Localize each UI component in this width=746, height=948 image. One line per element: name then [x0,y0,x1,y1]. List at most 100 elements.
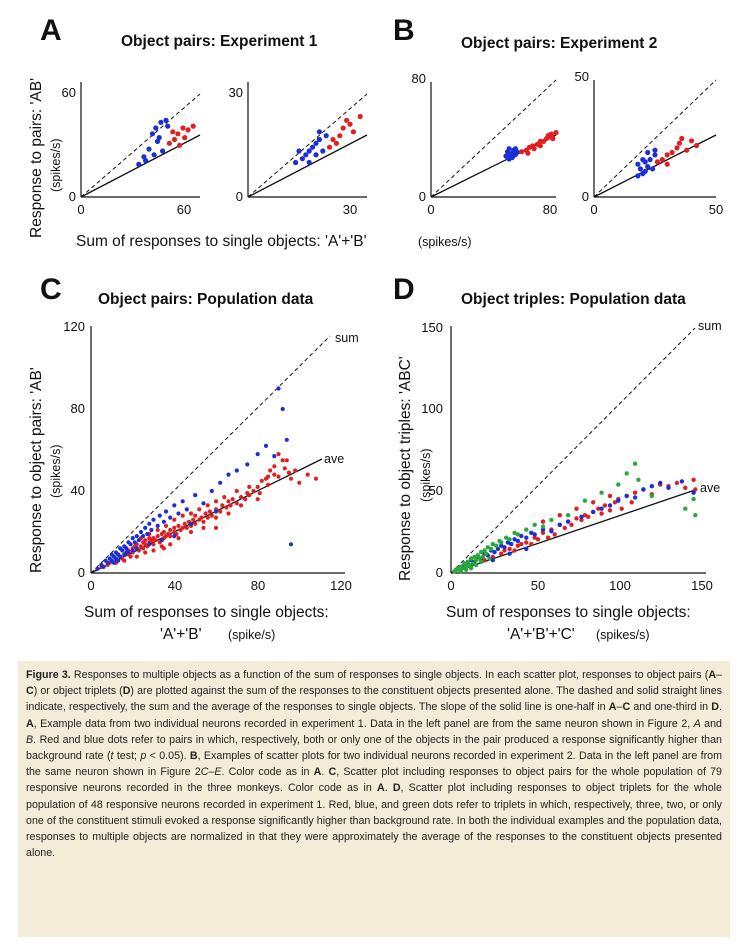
panel-a-ylabel-units: (spikes/s) [49,139,63,192]
green-data-point [468,556,474,561]
red-data-point [569,522,574,527]
blue-data-point [168,515,173,520]
red-data-point [230,497,235,502]
red-data-point [141,546,146,551]
blue-data-point [124,550,129,555]
red-data-point [185,127,191,133]
red-data-point [238,503,244,508]
blue-data-point [635,161,641,167]
red-data-point [251,488,256,494]
red-data-point [305,472,310,477]
blue-data-point [165,123,171,129]
red-data-point [220,503,225,508]
panel-d-xlabel-units: (spikes/s) [596,628,649,642]
blue-data-point [193,493,198,498]
red-data-point [664,161,670,167]
red-data-point [272,464,277,469]
green-data-point [515,532,521,537]
blue-data-point [637,166,644,172]
red-data-point [243,497,248,502]
red-data-point [550,135,556,142]
red-data-point [205,515,210,520]
tick-label: 0 [77,202,84,217]
red-data-point [540,530,546,535]
red-data-point [586,514,591,519]
panel-a-title: Object pairs: Experiment 1 [121,33,318,50]
red-data-point [180,125,186,131]
green-data-point [485,545,490,550]
red-data-point [313,476,319,481]
panel-b-right-plot: 50 0 0 50 [575,69,724,217]
red-data-point [507,546,512,552]
red-data-point [226,511,231,516]
panel-b: B Object pairs: Experiment 2 80 0 0 80 5… [393,14,723,217]
blue-data-point [141,534,146,539]
blue-data-point [599,506,604,511]
caption-text: . Red and blue dots refer to pairs in wh… [26,733,722,763]
blue-data-point [163,509,169,514]
tick-label: 0 [590,202,597,217]
blue-data-point [284,437,289,442]
red-data-point [674,145,680,151]
tick-label: 0 [236,189,243,204]
blue-data-point [157,513,162,518]
red-data-point [337,133,343,139]
blue-data-point [492,549,497,555]
blue-data-point [579,514,584,519]
red-data-point [582,513,588,518]
panel-b-left-sum-line [430,79,557,198]
red-data-point [171,136,178,143]
green-data-point [470,561,475,566]
green-data-point [512,530,517,535]
red-data-point [525,150,531,156]
red-data-point [347,121,353,127]
figure-label: Figure 3. [26,669,71,681]
tick-label: 80 [251,578,265,593]
red-data-point [599,511,604,516]
red-data-point [282,466,287,471]
tick-label: 50 [709,202,723,217]
red-data-point [540,519,546,524]
green-data-point [540,524,546,529]
green-data-point [487,556,492,561]
caption-ref: C [622,701,631,714]
blue-data-point [188,521,194,526]
panel-a-right-dots [293,113,363,166]
panel-b-letter: B [393,14,415,47]
panel-c-sum-label: sum [335,331,359,345]
blue-data-point [647,157,653,163]
caption-text: . [321,766,329,779]
red-data-point [689,138,695,144]
red-data-point [247,493,252,498]
tick-label: 0 [419,189,426,204]
red-data-point [684,147,690,153]
red-data-point [669,149,675,156]
caption-background [18,661,730,937]
red-data-point [193,513,198,518]
red-data-point [519,541,524,547]
red-data-point [574,506,579,511]
blue-data-point [218,480,223,485]
red-data-point [344,117,350,123]
panel-a-right-plot: 30 0 30 [229,82,368,217]
red-data-point [629,500,634,505]
blue-data-point [652,152,658,158]
panel-c-xlabel: Sum of responses to single objects: [84,604,329,621]
red-data-point [188,511,194,516]
red-data-point [557,513,562,518]
red-data-point [632,490,638,495]
red-data-point [205,503,210,508]
blue-data-point [151,517,156,522]
green-data-point [624,471,629,476]
caption-ref: D [392,782,401,795]
blue-data-point [313,152,319,158]
caption-text: , Scatter plot including responses to ob… [26,782,722,860]
red-data-point [134,554,139,559]
blue-data-point [506,146,512,152]
panel-d-ave-label: ave [700,481,720,495]
panel-d-ylabel: Response to object triples: 'ABC' [397,356,414,581]
caption-text: , Examples of scatter plots for two indi… [26,750,722,779]
blue-data-point [145,531,150,537]
panel-c-dots [95,386,319,572]
blue-data-point [153,125,159,131]
